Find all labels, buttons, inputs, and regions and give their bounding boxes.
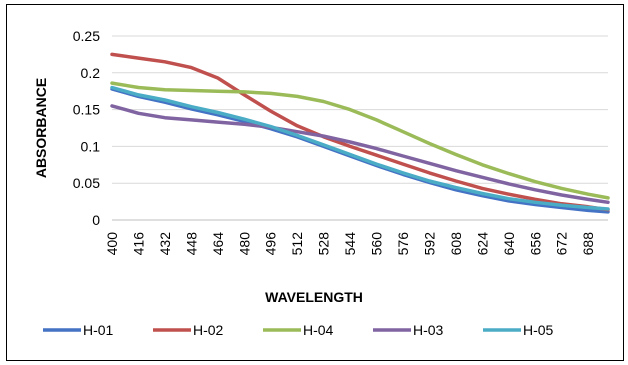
y-tick-label: 0.05 [73, 175, 100, 191]
y-tick-labels: 0 0.05 0.1 0.15 0.2 0.25 [73, 28, 100, 228]
legend-label: H-05 [523, 322, 554, 338]
legend-label: H-02 [193, 322, 224, 338]
series-line-h-02 [110, 52, 610, 212]
gridlines [112, 35, 608, 221]
x-tick-label: 400 [104, 232, 120, 256]
x-tick-label: 528 [316, 232, 332, 256]
y-tick-label: 0.1 [81, 138, 101, 154]
y-tick-label: 0.15 [73, 102, 100, 118]
x-tick-label: 672 [554, 232, 570, 256]
x-tick-label: 656 [527, 232, 543, 256]
series-line-h-05 [110, 85, 610, 211]
legend-label: H-04 [303, 322, 334, 338]
series-line-h-03 [110, 104, 610, 205]
x-tick-label: 560 [369, 232, 385, 256]
x-tick-label: 640 [501, 232, 517, 256]
y-tick-label: 0.2 [81, 65, 101, 81]
x-tick-label: 512 [289, 232, 305, 256]
x-tick-label: 592 [421, 232, 437, 256]
chart-frame [6, 4, 624, 361]
legend-label: H-01 [83, 322, 114, 338]
legend: H-01 H-02 H-04 H-03 H-05 [43, 322, 554, 338]
x-tick-labels: 400 416 432 448 464 480 496 512 528 544 560 576 592 6… [104, 232, 596, 256]
x-tick-label: 432 [157, 232, 173, 256]
x-tick-label: 576 [395, 232, 411, 256]
y-tick-label: 0 [92, 212, 100, 228]
series-line-h-04 [110, 81, 610, 200]
x-axis-title: WAVELENGTH [265, 289, 363, 305]
x-tick-label: 624 [474, 232, 490, 256]
x-tick-label: 464 [210, 232, 226, 256]
x-tick-label: 448 [183, 232, 199, 256]
y-tick-label: 0.25 [73, 28, 100, 44]
x-tick-label: 496 [263, 232, 279, 256]
series-lines [110, 52, 610, 214]
y-axis-title: ABSORBANCE [33, 78, 49, 178]
x-tick-label: 416 [130, 232, 146, 256]
x-tick-label: 480 [236, 232, 252, 256]
x-tick-label: 544 [342, 232, 358, 256]
legend-label: H-03 [413, 322, 444, 338]
x-tick-label: 608 [448, 232, 464, 256]
x-tick-label: 688 [580, 232, 596, 256]
